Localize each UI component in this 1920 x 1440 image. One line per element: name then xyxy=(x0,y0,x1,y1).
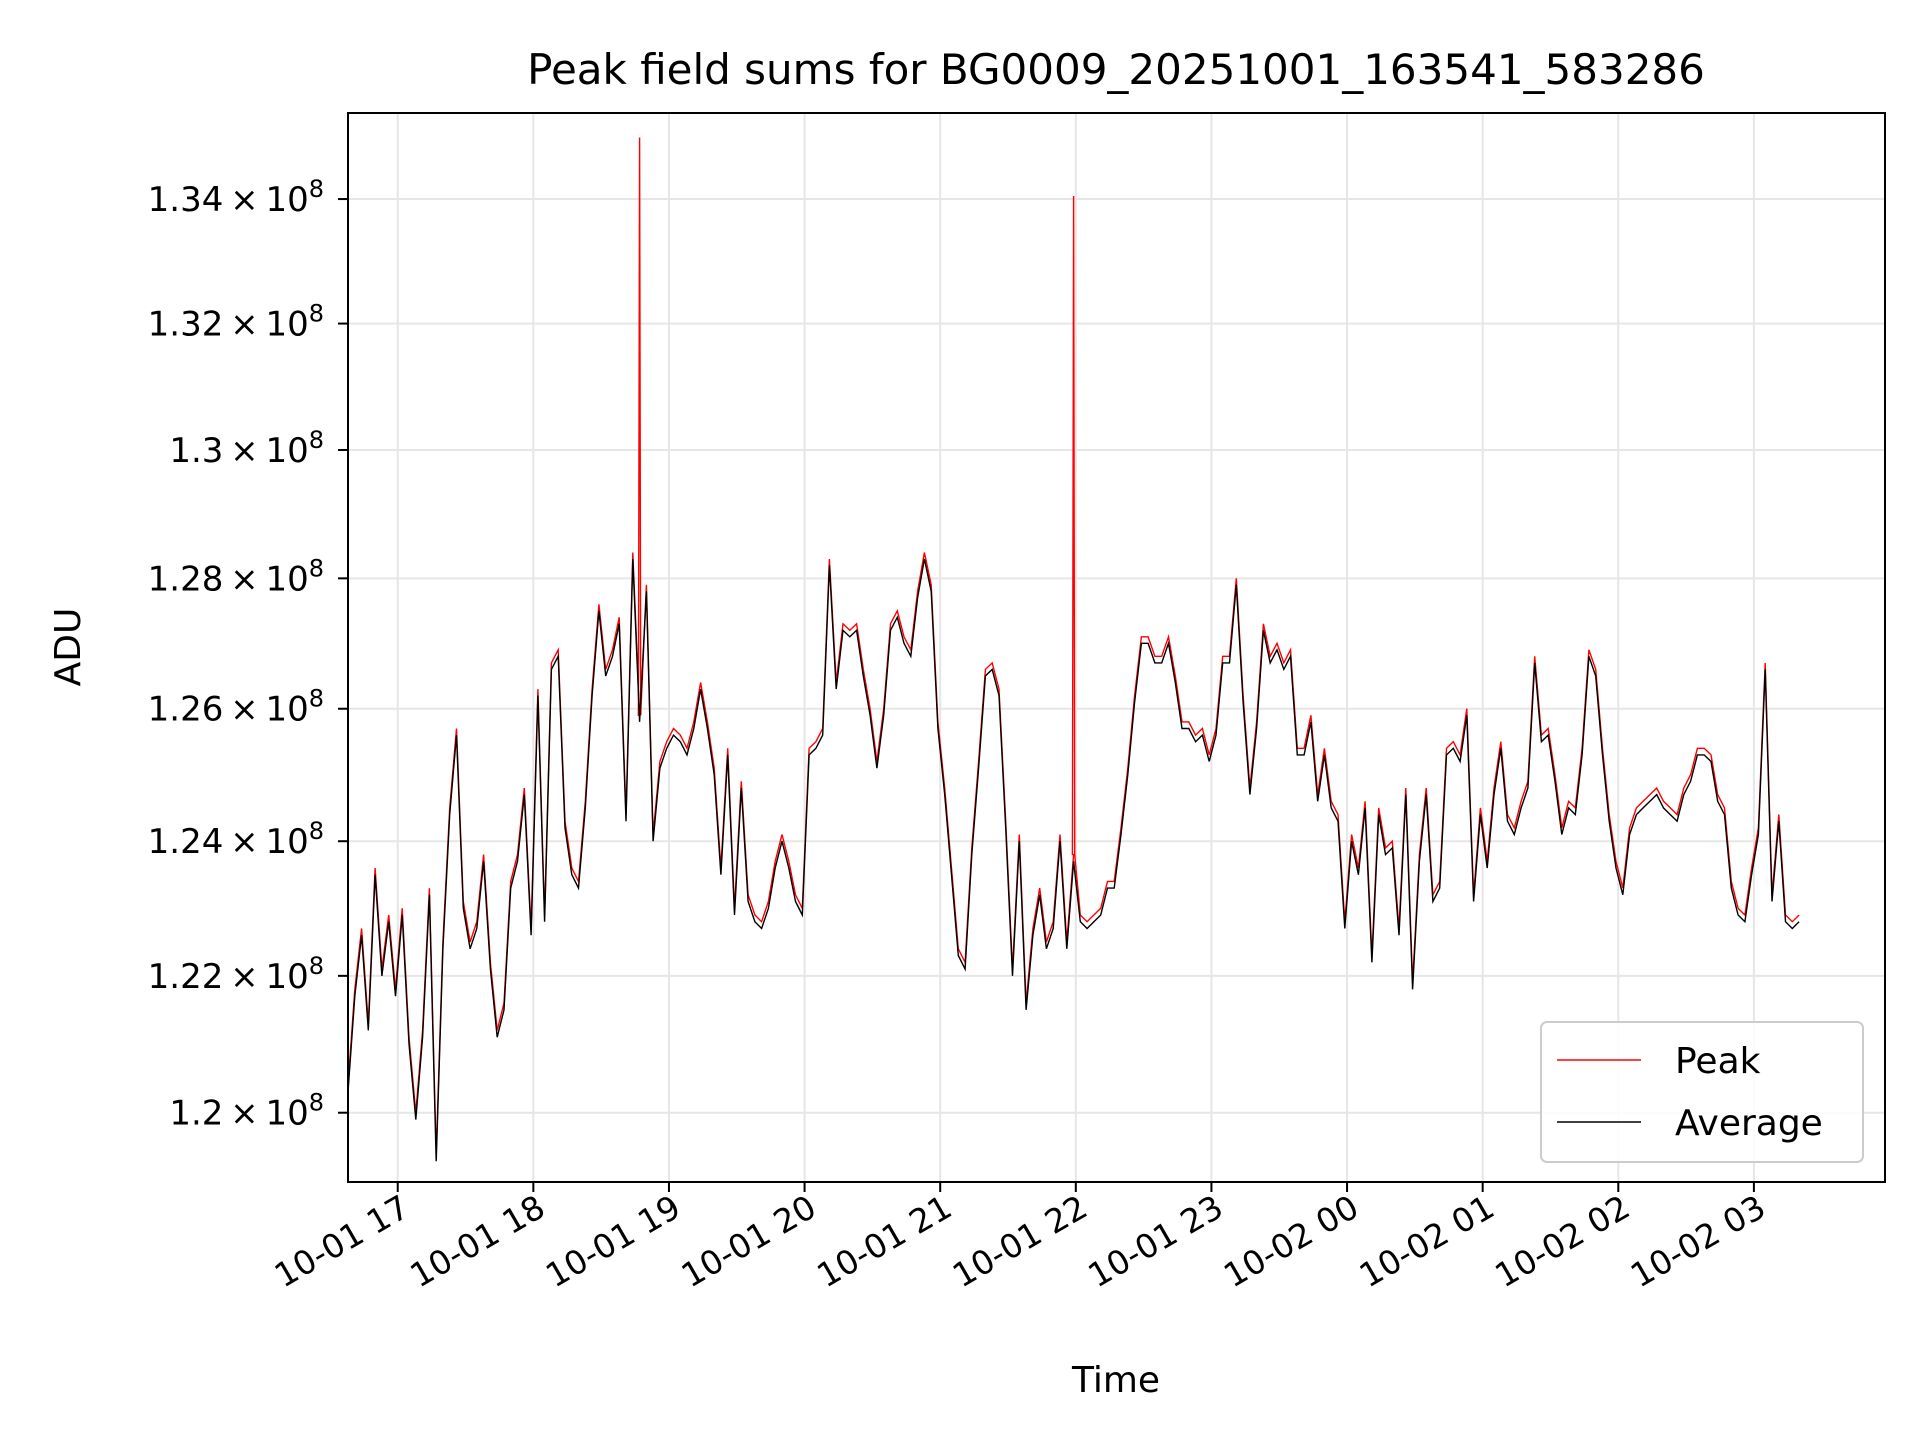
y-tick-label: 1.28 × 108 xyxy=(148,554,324,599)
x-axis-label: Time xyxy=(1071,1360,1160,1401)
series-layer xyxy=(348,137,1800,1162)
series-line-average xyxy=(348,558,1800,1162)
y-tick-label: 1.22 × 108 xyxy=(148,952,324,997)
y-tick-label: 1.32 × 108 xyxy=(148,300,324,345)
y-tick-label: 1.3 × 108 xyxy=(169,426,324,471)
y-tick-label: 1.34 × 108 xyxy=(148,175,324,220)
legend-label-average: Average xyxy=(1675,1103,1823,1144)
y-axis-label: ADU xyxy=(48,608,89,687)
y-tick-label: 1.26 × 108 xyxy=(148,685,324,730)
grid-lines xyxy=(348,113,1885,1182)
legend-label-peak: Peak xyxy=(1675,1041,1761,1082)
legend-box xyxy=(1540,1021,1864,1163)
y-axis: 1.2 × 108 1.22 × 108 1.24 × 108 1.26 × 108 1… xyxy=(148,175,348,1134)
y-tick-label: 1.2 × 108 xyxy=(169,1089,324,1134)
plot-frame xyxy=(347,112,1886,1183)
legend: Peak Average xyxy=(1540,1021,1864,1163)
chart-title: Peak field sums for BG0009_20251001_1635… xyxy=(527,45,1705,94)
y-tick-label: 1.24 × 108 xyxy=(148,817,324,862)
